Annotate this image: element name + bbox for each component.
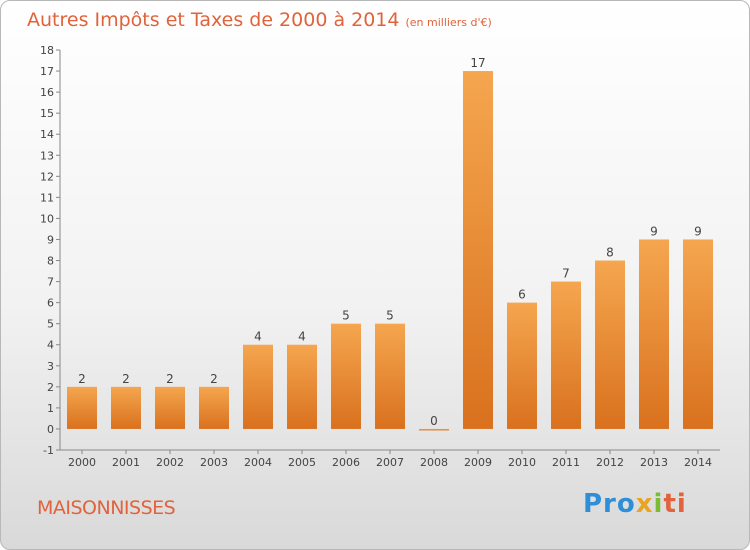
bar-2002	[155, 386, 185, 429]
bar-2004	[243, 344, 273, 429]
bar-2013	[639, 239, 669, 429]
data-label-2013: 9	[650, 224, 658, 238]
x-tick-label-2003: 2003	[200, 456, 228, 469]
x-tick-label-2012: 2012	[596, 456, 624, 469]
y-tick-label: 3	[47, 360, 54, 373]
y-tick-label: 2	[47, 381, 54, 394]
chart-title-text: Autres Impôts et Taxes de 2000 à 2014	[27, 9, 400, 31]
y-tick-label: 12	[40, 170, 54, 183]
x-tick-label-2014: 2014	[684, 456, 712, 469]
x-tick-label-2013: 2013	[640, 456, 668, 469]
data-label-2001: 2	[122, 372, 130, 386]
data-label-2007: 5	[386, 309, 394, 323]
x-tick-label-2001: 2001	[112, 456, 140, 469]
x-tick-label-2007: 2007	[376, 456, 404, 469]
y-tick-label: 8	[47, 255, 54, 268]
y-tick-label: 17	[40, 65, 54, 78]
bar-2003	[199, 386, 229, 429]
y-tick-label: 6	[47, 297, 54, 310]
chart-data-labels: 2 2 2 2 4 4 5 5 0 17 6 7 8 9 9	[78, 56, 702, 428]
bar-2007	[375, 323, 405, 429]
y-tick-label: 18	[40, 44, 54, 57]
bar-2010	[507, 302, 537, 429]
chart-unit: (en milliers d'€)	[405, 16, 492, 29]
y-tick-label: 0	[47, 423, 54, 436]
x-tick-label-2000: 2000	[68, 456, 96, 469]
bar-2008	[419, 428, 449, 431]
y-tick-label: 10	[40, 212, 54, 225]
chart-bars	[67, 71, 713, 431]
y-tick-label: 13	[40, 149, 54, 162]
data-label-2011: 7	[562, 267, 570, 281]
y-tick-label: 11	[40, 191, 54, 204]
data-label-2009: 17	[470, 56, 485, 70]
x-tick-label-2002: 2002	[156, 456, 184, 469]
data-label-2004: 4	[254, 330, 262, 344]
x-tick-label-2010: 2010	[508, 456, 536, 469]
data-label-2008: 0	[430, 414, 438, 428]
bar-2012	[595, 260, 625, 429]
x-tick-label-2009: 2009	[464, 456, 492, 469]
bar-2001	[111, 386, 141, 429]
chart-title: Autres Impôts et Taxes de 2000 à 2014 (en…	[27, 9, 492, 31]
bar-2014	[683, 239, 713, 429]
bar-2006	[331, 323, 361, 429]
bar-2009	[463, 71, 493, 429]
x-tick-label-2008: 2008	[420, 456, 448, 469]
y-tick-label: 5	[47, 318, 54, 331]
data-label-2006: 5	[342, 309, 350, 323]
y-tick-label: 9	[47, 233, 54, 246]
data-label-2012: 8	[606, 246, 614, 260]
y-tick-label: -1	[43, 444, 54, 457]
data-label-2000: 2	[78, 372, 86, 386]
x-tick-label-2011: 2011	[552, 456, 580, 469]
bar-2005	[287, 344, 317, 429]
data-label-2005: 4	[298, 330, 306, 344]
y-tick-label: 7	[47, 276, 54, 289]
y-tick-label: 1	[47, 402, 54, 415]
bar-2000	[67, 386, 97, 429]
y-tick-label: 15	[40, 107, 54, 120]
x-tick-label-2004: 2004	[244, 456, 272, 469]
y-tick-label: 16	[40, 86, 54, 99]
commune-name: MAISONNISSES	[37, 497, 176, 519]
bar-2011	[551, 281, 581, 429]
data-label-2010: 6	[518, 288, 526, 302]
y-tick-label: 14	[40, 128, 54, 141]
y-tick-label: 4	[47, 339, 54, 352]
data-label-2014: 9	[694, 224, 702, 238]
x-tick-label-2006: 2006	[332, 456, 360, 469]
data-label-2003: 2	[210, 372, 218, 386]
x-tick-label-2005: 2005	[288, 456, 316, 469]
data-label-2002: 2	[166, 372, 174, 386]
proxiti-logo: Proxiti	[583, 489, 687, 519]
